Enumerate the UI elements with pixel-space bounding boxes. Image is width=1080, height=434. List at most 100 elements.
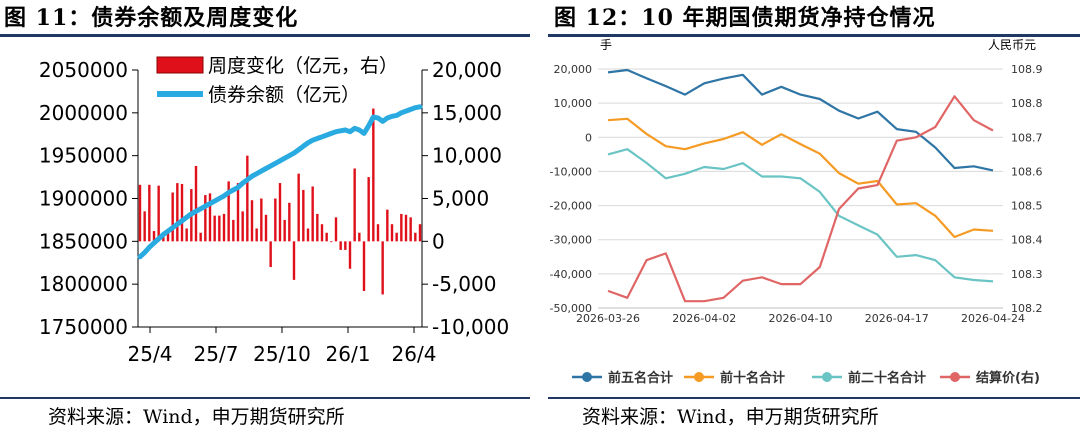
weekly-change-bar (143, 211, 146, 242)
weekly-change-bar (166, 231, 170, 242)
right-y-tick-label: 20,000 (432, 58, 502, 82)
weekly-change-bar (180, 183, 184, 242)
figure-11-source: 资料来源：Wind，申万期货研究所 (48, 406, 345, 428)
x-tick-label: 25/10 (253, 342, 311, 366)
weekly-change-bar (358, 232, 361, 242)
weekly-change-bar (269, 241, 272, 268)
figure-12-source: 资料来源：Wind，申万期货研究所 (582, 406, 879, 428)
weekly-change-bar (330, 241, 333, 243)
legend-label: 结算价(右) (976, 370, 1040, 386)
weekly-change-bar (278, 183, 282, 242)
legend-marker (822, 372, 832, 382)
x-tick-label: 25/4 (128, 342, 173, 366)
weekly-change-bar (148, 184, 151, 242)
right-y-tick-label: 108.3 (1011, 268, 1043, 281)
right-y-tick-label: 10,000 (432, 144, 502, 168)
net-position-chart: 手 人民币元 20,000 10,000 0 -10,000 -20,000 -30,00… (550, 38, 1043, 386)
weekly-change-bar (227, 181, 230, 242)
left-y-tick-label: 1750000 (39, 315, 128, 339)
weekly-change-bar (362, 241, 366, 292)
x-tick-label: 2026-04-17 (865, 312, 929, 325)
weekly-change-bar (260, 198, 263, 242)
weekly-change-bar (297, 173, 300, 242)
left-y-tick-label: 1850000 (39, 229, 128, 253)
left-y-tick-label: 0 (585, 131, 592, 144)
legend-label: 前五名合计 (608, 370, 673, 386)
weekly-change-bar (376, 224, 380, 242)
weekly-change-bar (255, 228, 258, 242)
left-y-tick-label: 10,000 (554, 97, 593, 110)
right-y-tick-label: 108.9 (1011, 63, 1043, 76)
right-y-tick-label: 15,000 (432, 101, 502, 125)
right-y-tick-label: 108.4 (1011, 234, 1043, 247)
weekly-change-bar (372, 108, 375, 242)
bond-balance-chart: 2050000 2000000 1950000 1900000 1850000 18000… (39, 55, 509, 366)
weekly-change-bar (325, 232, 328, 242)
right-y-tick-label: -10,000 (432, 315, 509, 339)
weekly-change-bar (222, 213, 226, 242)
weekly-change-bar (236, 183, 240, 242)
x-tick-label: 2026-04-02 (672, 312, 736, 325)
left-y-tick-label: 1800000 (39, 272, 128, 296)
weekly-change-bar (334, 217, 338, 242)
weekly-change-bar (232, 219, 235, 242)
weekly-change-bar (390, 224, 394, 242)
left-y-tick-label: 2000000 (39, 101, 128, 125)
x-tick-label: 26/1 (326, 342, 371, 366)
weekly-change-bar (185, 228, 188, 242)
weekly-change-bar (414, 232, 417, 242)
bond-balance-line (137, 104, 423, 260)
weekly-change-bar (241, 211, 244, 242)
x-tick-label: 2026-04-24 (961, 312, 1025, 325)
left-y-tick-label: -50,000 (550, 302, 592, 315)
right-y-tick-label: 108.2 (1011, 302, 1043, 315)
right-y-tick-label: 5,000 (432, 187, 489, 211)
weekly-change-bar (367, 177, 370, 242)
source-rule (548, 397, 1080, 399)
figure-12: 图 12：10 年期国债期货净持仓情况 手 人民币元 20,000 10,000 0… (548, 0, 1080, 434)
weekly-change-bar (316, 213, 319, 242)
legend-weekly-change: 周度变化（亿元，右） (208, 55, 398, 77)
weekly-change-bar (204, 195, 207, 242)
weekly-change-bar (213, 215, 216, 242)
source-rule (0, 397, 530, 399)
x-tick-label: 2026-04-10 (769, 312, 833, 325)
weekly-change-bar (418, 224, 422, 242)
legend-label: 前二十名合计 (848, 370, 926, 386)
series-line-3 (607, 95, 994, 303)
right-y-tick-label: -5,000 (432, 272, 496, 296)
legend-marker (950, 372, 960, 382)
weekly-change-bar (171, 192, 174, 242)
weekly-change-bar (250, 200, 254, 242)
x-tick-label: 26/4 (392, 342, 437, 366)
weekly-change-bar (320, 224, 324, 242)
weekly-change-bar (400, 213, 403, 242)
weekly-change-bar (306, 228, 310, 242)
weekly-change-bar (194, 165, 198, 242)
weekly-change-bar (311, 186, 314, 242)
series-line-2 (607, 148, 994, 283)
weekly-change-bar (176, 183, 179, 242)
weekly-change-bar (409, 217, 412, 242)
weekly-change-bar (386, 209, 389, 242)
right-y-tick-label: 108.7 (1011, 131, 1043, 144)
right-unit-label: 人民币元 (988, 38, 1036, 52)
weekly-change-bar (404, 214, 408, 242)
weekly-change-bar (218, 215, 221, 242)
weekly-change-bar (395, 232, 398, 242)
x-tick-label: 25/7 (194, 342, 239, 366)
weekly-change-bar (138, 184, 142, 242)
weekly-change-bar (199, 232, 202, 242)
weekly-change-bar (302, 189, 305, 242)
figure-12-title: 图 12：10 年期国债期货净持仓情况 (554, 5, 936, 31)
weekly-change-bar (157, 185, 160, 242)
series-line-0 (607, 68, 994, 172)
left-y-tick-label: -10,000 (550, 165, 592, 178)
weekly-change-bar (353, 168, 356, 242)
title-rule (0, 34, 530, 37)
weekly-change-bar (152, 231, 156, 242)
weekly-change-bar (274, 198, 277, 242)
weekly-change-bar (162, 237, 165, 242)
legend-marker (582, 372, 592, 382)
x-tick-label: 2026-03-26 (576, 312, 640, 325)
